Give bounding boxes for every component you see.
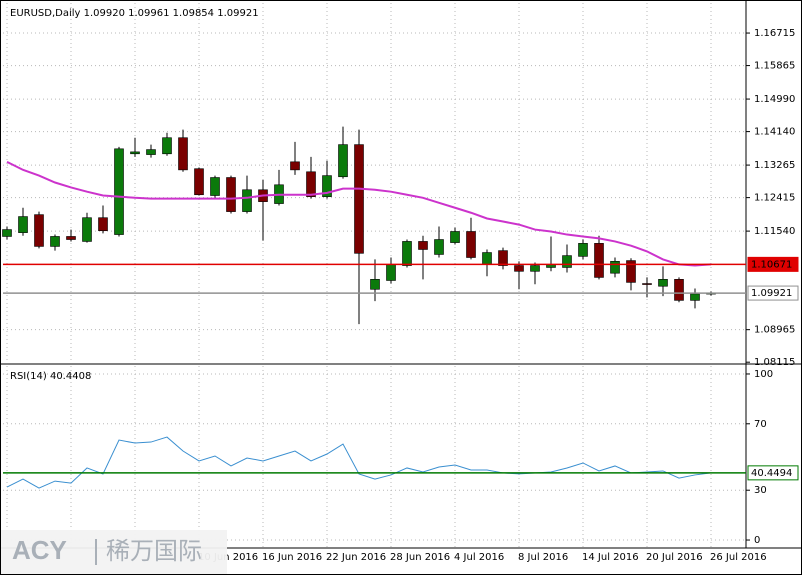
candle-body bbox=[562, 255, 572, 268]
y-tick-label: 1.08965 bbox=[754, 325, 795, 336]
candle-body bbox=[178, 137, 188, 171]
logo-brand: ACY bbox=[12, 535, 67, 565]
level-label: 40.4494 bbox=[751, 468, 792, 479]
candle-body bbox=[354, 144, 364, 254]
x-tick-label: 8 Jul 2016 bbox=[518, 552, 568, 563]
candle-body bbox=[530, 265, 540, 272]
level-label: 1.10671 bbox=[751, 259, 792, 270]
x-tick-label: 28 Jun 2016 bbox=[390, 552, 450, 563]
candle-body bbox=[18, 216, 28, 233]
y-tick-label: 1.16715 bbox=[754, 28, 795, 39]
x-tick-label: 4 Jul 2016 bbox=[454, 552, 504, 563]
y-tick-label: 1.12415 bbox=[754, 193, 795, 204]
y-tick-label: 1.11540 bbox=[754, 226, 795, 237]
level-label-box bbox=[747, 256, 799, 272]
candle-body bbox=[34, 214, 44, 247]
candle-body bbox=[194, 168, 204, 196]
y-tick-label: 100 bbox=[754, 369, 773, 380]
candle-body bbox=[370, 279, 380, 290]
candle-body bbox=[82, 217, 92, 242]
candle-body bbox=[466, 231, 476, 258]
candle-body bbox=[146, 149, 156, 155]
candle-body bbox=[2, 229, 12, 237]
candle-body bbox=[210, 177, 220, 196]
x-tick-label: 22 Jun 2016 bbox=[326, 552, 386, 563]
candle-body bbox=[594, 243, 604, 278]
y-tick-label: 70 bbox=[754, 419, 767, 430]
logo-name: 稀万国际 bbox=[106, 537, 202, 565]
y-tick-label: 1.15865 bbox=[754, 61, 795, 72]
candle-body bbox=[242, 189, 252, 212]
candle-body bbox=[514, 265, 524, 272]
y-tick-label: 1.13265 bbox=[754, 160, 795, 171]
candle-body bbox=[130, 151, 140, 155]
panel-title: RSI(14) 40.4408 bbox=[10, 371, 91, 382]
y-tick-label: 0 bbox=[754, 535, 760, 546]
candle-body bbox=[610, 261, 620, 274]
x-tick-label: 20 Jul 2016 bbox=[646, 552, 703, 563]
candle-body bbox=[578, 243, 588, 257]
candle-body bbox=[498, 250, 508, 266]
level-label-box bbox=[747, 285, 799, 301]
candle-body bbox=[162, 137, 172, 155]
x-tick-label: 10 Jun 2016 bbox=[198, 552, 258, 563]
candle-body bbox=[626, 260, 636, 283]
candle-body bbox=[338, 144, 348, 178]
candle-body bbox=[290, 161, 300, 171]
candle-body bbox=[322, 175, 332, 197]
candle-body bbox=[482, 252, 492, 265]
panel-title: EURUSD,Daily 1.09920 1.09961 1.09854 1.0… bbox=[10, 8, 259, 19]
candle-body bbox=[386, 264, 396, 281]
candle-body bbox=[402, 241, 412, 266]
x-tick-label: 14 Jul 2016 bbox=[582, 552, 639, 563]
candle-body bbox=[434, 239, 444, 255]
y-tick-label: 1.14140 bbox=[754, 127, 795, 138]
candle-body bbox=[674, 279, 684, 301]
level-label-box bbox=[747, 465, 799, 481]
candle-body bbox=[690, 293, 700, 301]
candle-body bbox=[226, 177, 236, 212]
logo: ACY 稀万国际 bbox=[1, 530, 227, 574]
candle-body bbox=[450, 231, 460, 243]
y-tick-label: 30 bbox=[754, 485, 767, 496]
candle-body bbox=[66, 236, 76, 240]
candle-body bbox=[306, 171, 316, 197]
candle-body bbox=[114, 148, 124, 235]
x-tick-label: 26 Jul 2016 bbox=[710, 552, 767, 563]
candle-body bbox=[50, 236, 60, 247]
candle-body bbox=[658, 279, 668, 287]
y-tick-label: 1.08115 bbox=[754, 357, 795, 368]
candle-body bbox=[98, 217, 108, 232]
rsi-line bbox=[6, 436, 712, 489]
candle-body bbox=[642, 283, 652, 285]
y-tick-label: 1.14990 bbox=[754, 94, 795, 105]
x-tick-label: 16 Jun 2016 bbox=[262, 552, 322, 563]
moving-average bbox=[6, 160, 712, 267]
logo-background bbox=[1, 530, 227, 574]
level-label: 1.09921 bbox=[751, 288, 792, 299]
candle-body bbox=[418, 241, 428, 250]
